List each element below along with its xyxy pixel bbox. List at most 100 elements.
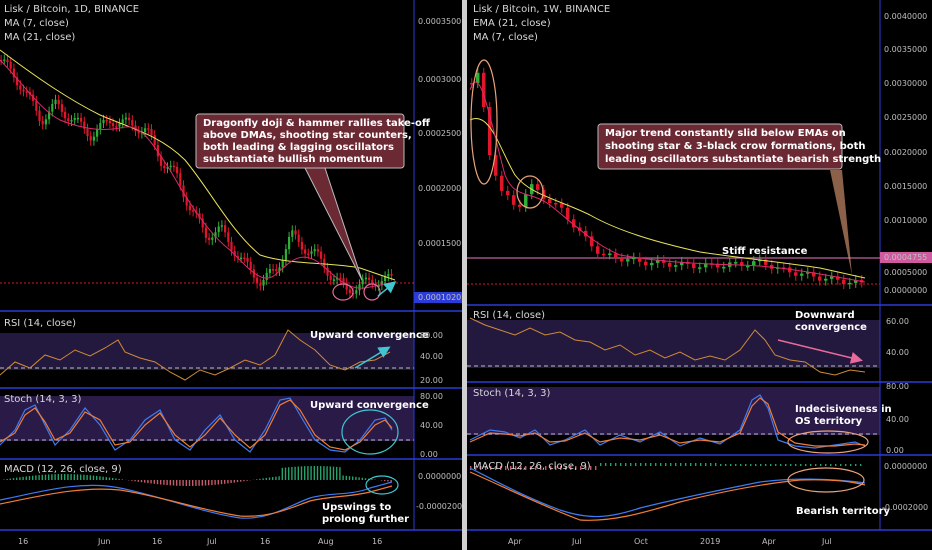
left-candle [54,99,57,105]
left-stoch-tick-1: 40.00 [420,421,443,430]
left-macd-note-1: Upswings to [322,502,391,513]
left-macd-bar [38,475,40,480]
left-macd-bar [19,477,21,480]
left-ring-macd [365,475,399,495]
left-candle [60,104,63,112]
left-macd-bar [44,474,47,480]
right-rsi-note-1: Downward [795,310,855,321]
left-candle [348,289,351,294]
right-x-tick-3: 2019 [700,537,720,546]
left-x-tick-0: 16 [18,537,28,546]
left-candle [83,121,86,129]
left-macd-bar [256,479,258,480]
left-annotation-line-3: both leading & lagging oscillators [203,142,394,153]
right-macd-bar [650,463,652,466]
right-stoch-tick-2: 0.00 [886,446,904,455]
left-macd-bar [76,474,79,480]
left-candle [19,85,22,90]
left-macd-bar [73,474,75,480]
left-annotation-line-1: Dragonfly doji & hammer rallies take-off [203,118,431,129]
left-candle [48,111,51,120]
left-macd-bar [371,479,373,480]
left-candle [92,136,95,141]
left-candle [364,277,367,280]
left-rsi-tick-2: 20.00 [420,376,443,385]
right-candle [812,272,816,277]
left-macd-bar [179,480,181,486]
left-candle [339,277,342,280]
right-stoch-note-2: OS territory [795,416,863,427]
right-macd-bar [775,464,777,466]
left-macd-bar [105,477,107,480]
right-macd-bar [535,466,537,470]
left-candle [172,165,175,168]
right-macd-bar [660,463,662,466]
right-candle [842,279,846,285]
left-macd-bar [57,474,59,480]
left-candle [371,279,374,284]
right-macd-bar [565,466,567,470]
left-candle [147,128,150,130]
left-macd-bar [144,480,146,483]
left-candle [358,284,361,291]
left-candle [284,249,287,261]
left-macd-bar [220,480,223,485]
left-macd-bar [22,476,24,480]
right-ma7-label: MA (7, close) [473,32,538,43]
left-candle [16,77,19,86]
left-rsi-label: RSI (14, close) [4,318,76,329]
right-annotation-line-3: leading oscillators substantiate bearish… [605,154,881,165]
right-macd-bar [675,463,677,466]
right-macd-bar [545,466,547,470]
right-x-tick-4: Apr [762,537,777,546]
left-macd-bar [201,480,203,486]
left-macd-bar [51,474,53,480]
right-candle [542,189,546,199]
right-macd-bar [595,466,597,470]
left-price-candles [0,54,393,299]
left-macd-bar [166,480,168,486]
left-macd-bar [361,477,363,480]
right-macd-bar [555,466,557,470]
right-arrow-rsi [777,339,863,364]
right-candle [740,262,744,266]
right-macd-bar [495,466,497,470]
left-macd-bar [224,480,226,484]
right-candle [482,72,486,108]
right-chart: Major trend constantly slid below EMAs o… [467,0,932,550]
left-ring-stoch [341,409,399,455]
right-candle [524,194,528,207]
right-macd-bar [530,466,532,470]
right-macd-bar [690,463,692,466]
right-macd-bar [520,466,522,470]
right-price-tick-2: 0.0030000 [884,79,927,88]
left-macd-bar [150,480,152,484]
right-macd-bar [710,463,712,466]
left-candle [208,237,211,240]
left-candle [44,119,47,125]
right-price-tick-6: 0.0010000 [884,216,927,225]
left-macd-bar [137,480,139,482]
left-macd-bar [35,475,37,480]
right-macd-bar [820,464,822,466]
right-macd-bar [815,464,817,466]
right-candle [494,155,498,176]
left-macd-label: MACD (12, 26, close, 9) [4,464,122,475]
left-candle [217,226,220,233]
left-candle [313,249,316,252]
right-candle [638,257,642,262]
left-macd-bar [214,480,216,485]
left-candle [156,145,159,157]
left-macd-bar [28,476,31,480]
right-stoch-note-1: Indecisiveness in [795,404,892,415]
left-macd-bar [163,480,165,485]
left-ma21-line [0,49,396,281]
left-last-price-badge [414,292,462,303]
right-macd-bar [540,466,542,470]
left-candle [9,62,12,69]
right-ring-macd [787,467,865,493]
right-macd-bar [860,464,862,466]
right-candle [596,246,600,254]
left-macd-bar [48,474,50,480]
left-macd-bar [332,466,335,480]
